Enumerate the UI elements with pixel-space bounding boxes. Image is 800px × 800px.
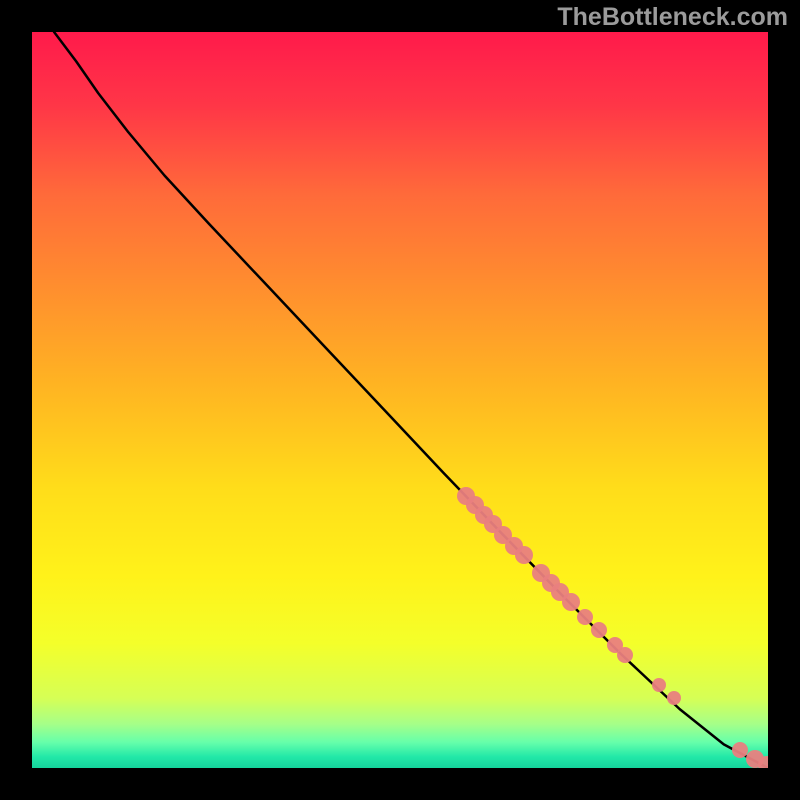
chart-stage: TheBottleneck.com [0,0,800,800]
data-point [562,593,580,611]
data-point [652,678,666,692]
data-point [515,546,533,564]
data-point [667,691,681,705]
data-point [617,647,633,663]
data-point [577,609,593,625]
data-point [758,756,768,768]
watermark-text: TheBottleneck.com [557,3,788,32]
plot-area [32,32,768,768]
bottleneck-curve [32,32,768,768]
data-point [591,622,607,638]
